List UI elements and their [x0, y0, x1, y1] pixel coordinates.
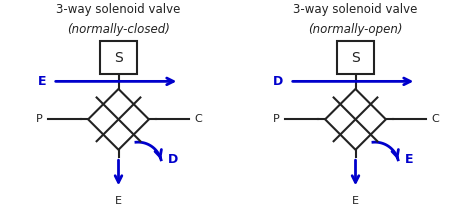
Text: C: C	[194, 114, 202, 124]
Text: (normally-closed): (normally-closed)	[67, 23, 170, 36]
Text: 3-way solenoid valve: 3-way solenoid valve	[56, 3, 181, 16]
Text: E: E	[115, 196, 122, 206]
Text: E: E	[38, 75, 46, 88]
Text: P: P	[273, 114, 280, 124]
Text: D: D	[168, 153, 178, 166]
Text: E: E	[405, 153, 413, 166]
Text: (normally-open): (normally-open)	[308, 23, 403, 36]
Bar	[337, 41, 374, 74]
Text: C: C	[431, 114, 439, 124]
Text: D: D	[273, 75, 283, 88]
Bar	[100, 41, 137, 74]
Text: S: S	[351, 51, 360, 64]
Text: 3-way solenoid valve: 3-way solenoid valve	[293, 3, 418, 16]
Text: S: S	[114, 51, 123, 64]
Text: P: P	[36, 114, 43, 124]
Text: E: E	[352, 196, 359, 206]
